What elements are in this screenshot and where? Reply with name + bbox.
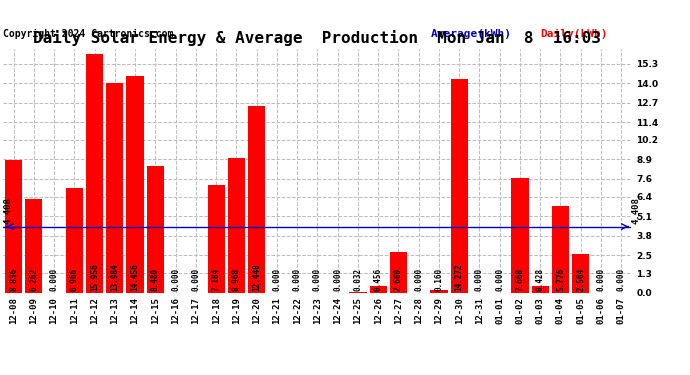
- Text: Copyright 2024 Cartronics.com: Copyright 2024 Cartronics.com: [3, 29, 174, 39]
- Text: 2.680: 2.680: [394, 268, 403, 291]
- Bar: [106, 83, 124, 292]
- Text: 12.448: 12.448: [252, 264, 261, 291]
- Text: 0.456: 0.456: [374, 268, 383, 291]
- Text: Daily(kWh): Daily(kWh): [540, 29, 608, 39]
- Text: 0.000: 0.000: [333, 268, 342, 291]
- Bar: [208, 185, 225, 292]
- Bar: [26, 199, 43, 292]
- Text: Average(kWh): Average(kWh): [431, 29, 511, 39]
- Text: 0.428: 0.428: [535, 268, 544, 291]
- Text: 0.160: 0.160: [435, 268, 444, 291]
- Bar: [552, 206, 569, 292]
- Text: 6.966: 6.966: [70, 268, 79, 291]
- Text: 0.032: 0.032: [353, 268, 362, 291]
- Text: 2.564: 2.564: [576, 268, 585, 291]
- Text: 0.000: 0.000: [273, 268, 282, 291]
- Text: 15.956: 15.956: [90, 264, 99, 291]
- Text: 0.000: 0.000: [495, 268, 504, 291]
- Bar: [511, 178, 529, 292]
- Text: 4.408: 4.408: [632, 198, 641, 224]
- Text: 8.480: 8.480: [151, 268, 160, 291]
- Text: 5.776: 5.776: [556, 268, 565, 291]
- Bar: [5, 160, 22, 292]
- Bar: [126, 76, 144, 292]
- Bar: [451, 79, 468, 292]
- Text: 7.184: 7.184: [212, 268, 221, 291]
- Text: 0.000: 0.000: [414, 268, 423, 291]
- Bar: [228, 158, 245, 292]
- Bar: [531, 286, 549, 292]
- Text: 8.968: 8.968: [232, 268, 241, 291]
- Text: 0.000: 0.000: [50, 268, 59, 291]
- Text: 6.262: 6.262: [30, 268, 39, 291]
- Text: 0.000: 0.000: [313, 268, 322, 291]
- Text: 0.000: 0.000: [171, 268, 180, 291]
- Bar: [572, 254, 589, 292]
- Text: 8.836: 8.836: [9, 268, 18, 291]
- Bar: [248, 106, 265, 292]
- Bar: [66, 188, 83, 292]
- Bar: [147, 166, 164, 292]
- Text: 0.000: 0.000: [596, 268, 605, 291]
- Text: 7.668: 7.668: [515, 268, 524, 291]
- Bar: [431, 290, 448, 292]
- Text: 0.000: 0.000: [475, 268, 484, 291]
- Bar: [370, 286, 387, 292]
- Text: 14.456: 14.456: [130, 264, 139, 291]
- Text: 13.984: 13.984: [110, 264, 119, 291]
- Text: 14.272: 14.272: [455, 264, 464, 291]
- Bar: [390, 252, 407, 292]
- Bar: [86, 54, 104, 292]
- Text: 0.000: 0.000: [191, 268, 200, 291]
- Text: 4.408: 4.408: [4, 198, 13, 224]
- Text: 0.000: 0.000: [617, 268, 626, 291]
- Text: 0.000: 0.000: [293, 268, 302, 291]
- Title: Daily Solar Energy & Average  Production  Mon Jan  8  16:03: Daily Solar Energy & Average Production …: [33, 30, 602, 46]
